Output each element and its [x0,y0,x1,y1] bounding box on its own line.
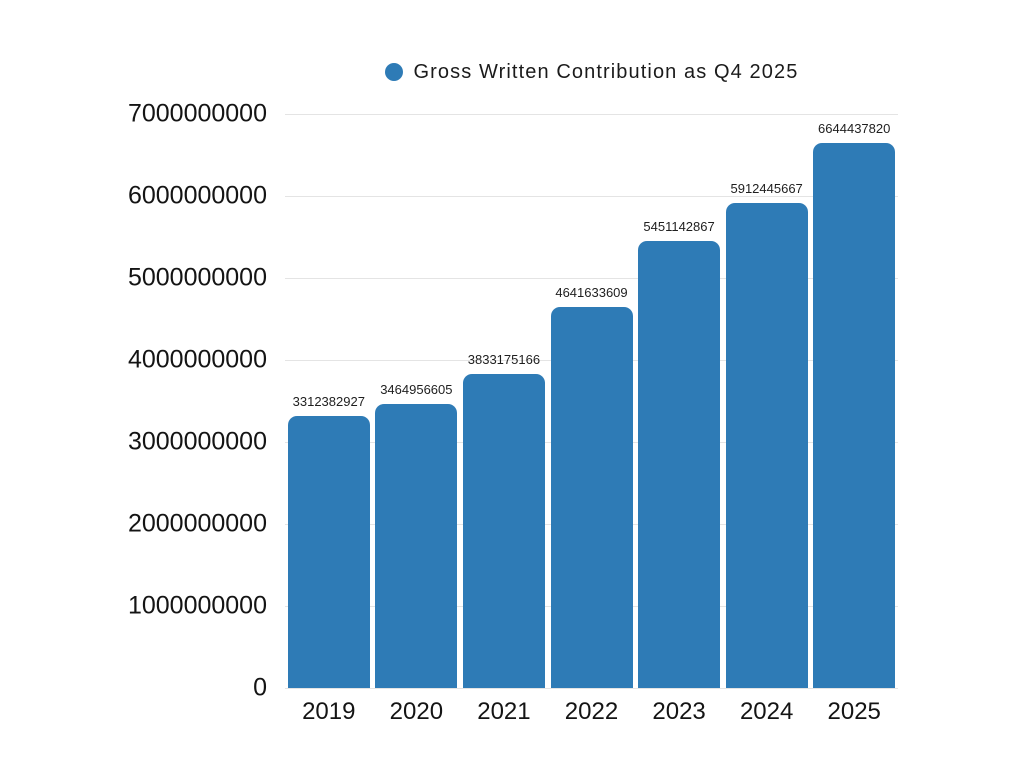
bar-2020 [375,403,458,688]
bar-value-label: 5451142867 [643,219,715,234]
y-axis-tick-label: 7000000000 [127,99,267,128]
bar-2023 [638,241,721,688]
gridline [285,278,898,279]
bar-value-label: 3464956605 [380,381,453,397]
y-axis-tick-label: 1000000000 [127,591,267,620]
bar-2021 [462,373,545,688]
x-axis-tick-label: 2024 [739,698,794,725]
bar-value-label: 3833175166 [467,351,541,367]
x-axis-tick-label: 2022 [564,698,619,725]
bar-2025 [813,143,896,688]
bar-value-label: 4641633609 [555,285,628,301]
legend-label: Gross Written Contribution as Q4 2025 [413,60,799,83]
bar-value-label: 3312382927 [292,394,365,410]
y-axis-tick-label: 2000000000 [127,509,267,538]
bar-value-label: 6644437820 [818,121,891,137]
y-axis-tick-label: 4000000000 [127,345,267,374]
y-axis-tick-label: 3000000000 [127,427,267,456]
legend-marker-icon [384,63,403,81]
y-axis-tick-label: 5000000000 [127,263,267,292]
chart-legend: Gross Written Contribution as Q4 2025 [285,60,898,84]
gridline [285,688,898,689]
gridline [285,114,898,115]
y-axis-tick-label: 0 [253,673,267,702]
x-axis-tick-label: 2025 [827,698,881,725]
x-axis-tick-label: 2020 [389,698,444,725]
x-axis-tick-label: 2019 [302,698,356,725]
x-axis-tick-label: 2021 [477,698,531,725]
bar-2022 [550,307,633,688]
bar-2019 [287,416,370,688]
x-axis-tick-label: 2023 [652,698,706,725]
bar-value-label: 5912445667 [730,181,803,197]
y-axis-tick-label: 6000000000 [127,181,267,210]
bar-2024 [725,203,808,688]
gridline [285,196,898,197]
